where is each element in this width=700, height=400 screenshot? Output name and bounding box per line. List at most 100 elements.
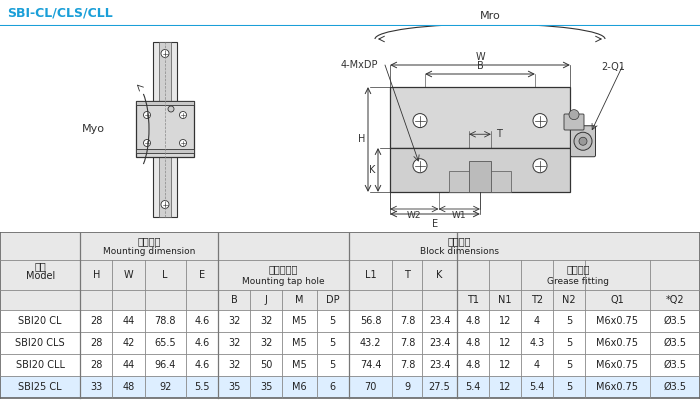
Text: 28: 28: [90, 338, 103, 348]
Bar: [0, 290, 700, 310]
Text: 12: 12: [498, 316, 511, 326]
Text: L: L: [162, 270, 168, 280]
Text: W1: W1: [452, 211, 467, 220]
Text: 92: 92: [159, 382, 172, 392]
Text: 96.4: 96.4: [155, 360, 176, 370]
Text: 50: 50: [260, 360, 272, 370]
Text: 5: 5: [330, 316, 336, 326]
Text: 12: 12: [498, 360, 511, 370]
Text: 48: 48: [122, 382, 134, 392]
FancyBboxPatch shape: [564, 114, 584, 130]
Bar: [136, 101, 194, 157]
Text: M6: M6: [292, 382, 307, 392]
Circle shape: [579, 137, 587, 145]
Text: M6x0.75: M6x0.75: [596, 360, 638, 370]
Text: 4-MxDP: 4-MxDP: [340, 60, 378, 70]
Text: N2: N2: [562, 295, 576, 305]
Text: SBI20 CLL: SBI20 CLL: [15, 360, 64, 370]
Text: 44: 44: [122, 316, 134, 326]
Text: 35: 35: [228, 382, 240, 392]
Text: 5: 5: [566, 382, 573, 392]
Text: 74.4: 74.4: [360, 360, 382, 370]
Text: 5: 5: [566, 360, 573, 370]
Text: 28: 28: [90, 316, 103, 326]
Text: SBI20 CLS: SBI20 CLS: [15, 338, 65, 348]
Text: 4.6: 4.6: [195, 338, 209, 348]
Text: 9: 9: [405, 382, 410, 392]
Text: M6x0.75: M6x0.75: [596, 382, 638, 392]
Text: 33: 33: [90, 382, 102, 392]
Text: Myo: Myo: [82, 124, 105, 134]
Text: SBI25 CL: SBI25 CL: [18, 382, 62, 392]
Text: H: H: [358, 134, 365, 144]
Circle shape: [168, 106, 174, 112]
Text: 5: 5: [330, 338, 336, 348]
Text: 32: 32: [260, 316, 272, 326]
Circle shape: [413, 159, 427, 173]
Text: T1: T1: [467, 295, 479, 305]
FancyBboxPatch shape: [491, 171, 511, 192]
Text: 12: 12: [498, 338, 511, 348]
Text: 32: 32: [228, 316, 240, 326]
Text: 27.5: 27.5: [428, 382, 450, 392]
Text: Ø3.5: Ø3.5: [664, 382, 686, 392]
Text: W: W: [124, 270, 133, 280]
Text: M: M: [295, 295, 304, 305]
Text: 32: 32: [228, 338, 240, 348]
FancyBboxPatch shape: [570, 126, 596, 157]
Circle shape: [179, 140, 186, 146]
Circle shape: [413, 114, 427, 128]
Text: K: K: [369, 165, 375, 175]
Text: 4.8: 4.8: [466, 316, 480, 326]
Text: N1: N1: [498, 295, 512, 305]
Bar: [0, 376, 700, 398]
Text: 70: 70: [365, 382, 377, 392]
Text: SBI-CL/CLS/CLL: SBI-CL/CLS/CLL: [7, 6, 113, 20]
Text: 4.8: 4.8: [466, 338, 480, 348]
Text: 5: 5: [566, 316, 573, 326]
Text: 滑块尺寸: 滑块尺寸: [447, 236, 471, 246]
Text: DP: DP: [326, 295, 340, 305]
Text: M5: M5: [292, 360, 307, 370]
Text: 5.5: 5.5: [194, 382, 210, 392]
Circle shape: [533, 159, 547, 173]
Text: B: B: [231, 295, 237, 305]
Bar: [469, 160, 491, 192]
Bar: [0, 260, 700, 290]
Bar: [136, 149, 194, 153]
Text: W2: W2: [407, 211, 421, 220]
Text: Grease fitting: Grease fitting: [547, 276, 610, 286]
Text: Ø3.5: Ø3.5: [664, 316, 686, 326]
Circle shape: [179, 112, 186, 118]
Text: 安装螺纹孔: 安装螺纹孔: [269, 264, 298, 274]
Text: Mounting dimension: Mounting dimension: [103, 246, 195, 256]
Text: 7.8: 7.8: [400, 360, 415, 370]
Text: 23.4: 23.4: [429, 360, 450, 370]
Text: 32: 32: [260, 338, 272, 348]
Text: E: E: [432, 219, 438, 229]
Text: E: E: [199, 270, 205, 280]
Bar: [136, 101, 194, 105]
Text: 5.4: 5.4: [465, 382, 480, 392]
Bar: [153, 42, 177, 216]
Text: 5.4: 5.4: [529, 382, 545, 392]
Circle shape: [161, 50, 169, 58]
Text: J: J: [265, 295, 267, 305]
Bar: [0, 232, 700, 260]
Circle shape: [144, 140, 150, 146]
Bar: [390, 148, 570, 192]
Bar: [390, 87, 570, 148]
Text: 44: 44: [122, 360, 134, 370]
Text: 65.5: 65.5: [155, 338, 176, 348]
Text: 23.4: 23.4: [429, 316, 450, 326]
Text: 4: 4: [534, 360, 540, 370]
Text: 7.8: 7.8: [400, 316, 415, 326]
Text: 4.6: 4.6: [195, 360, 209, 370]
Text: Q1: Q1: [610, 295, 624, 305]
Text: 5: 5: [330, 360, 336, 370]
Circle shape: [574, 132, 592, 150]
Text: T2: T2: [531, 295, 543, 305]
Text: 2-Q1: 2-Q1: [601, 62, 625, 72]
Text: L1: L1: [365, 270, 377, 280]
Text: 23.4: 23.4: [429, 338, 450, 348]
